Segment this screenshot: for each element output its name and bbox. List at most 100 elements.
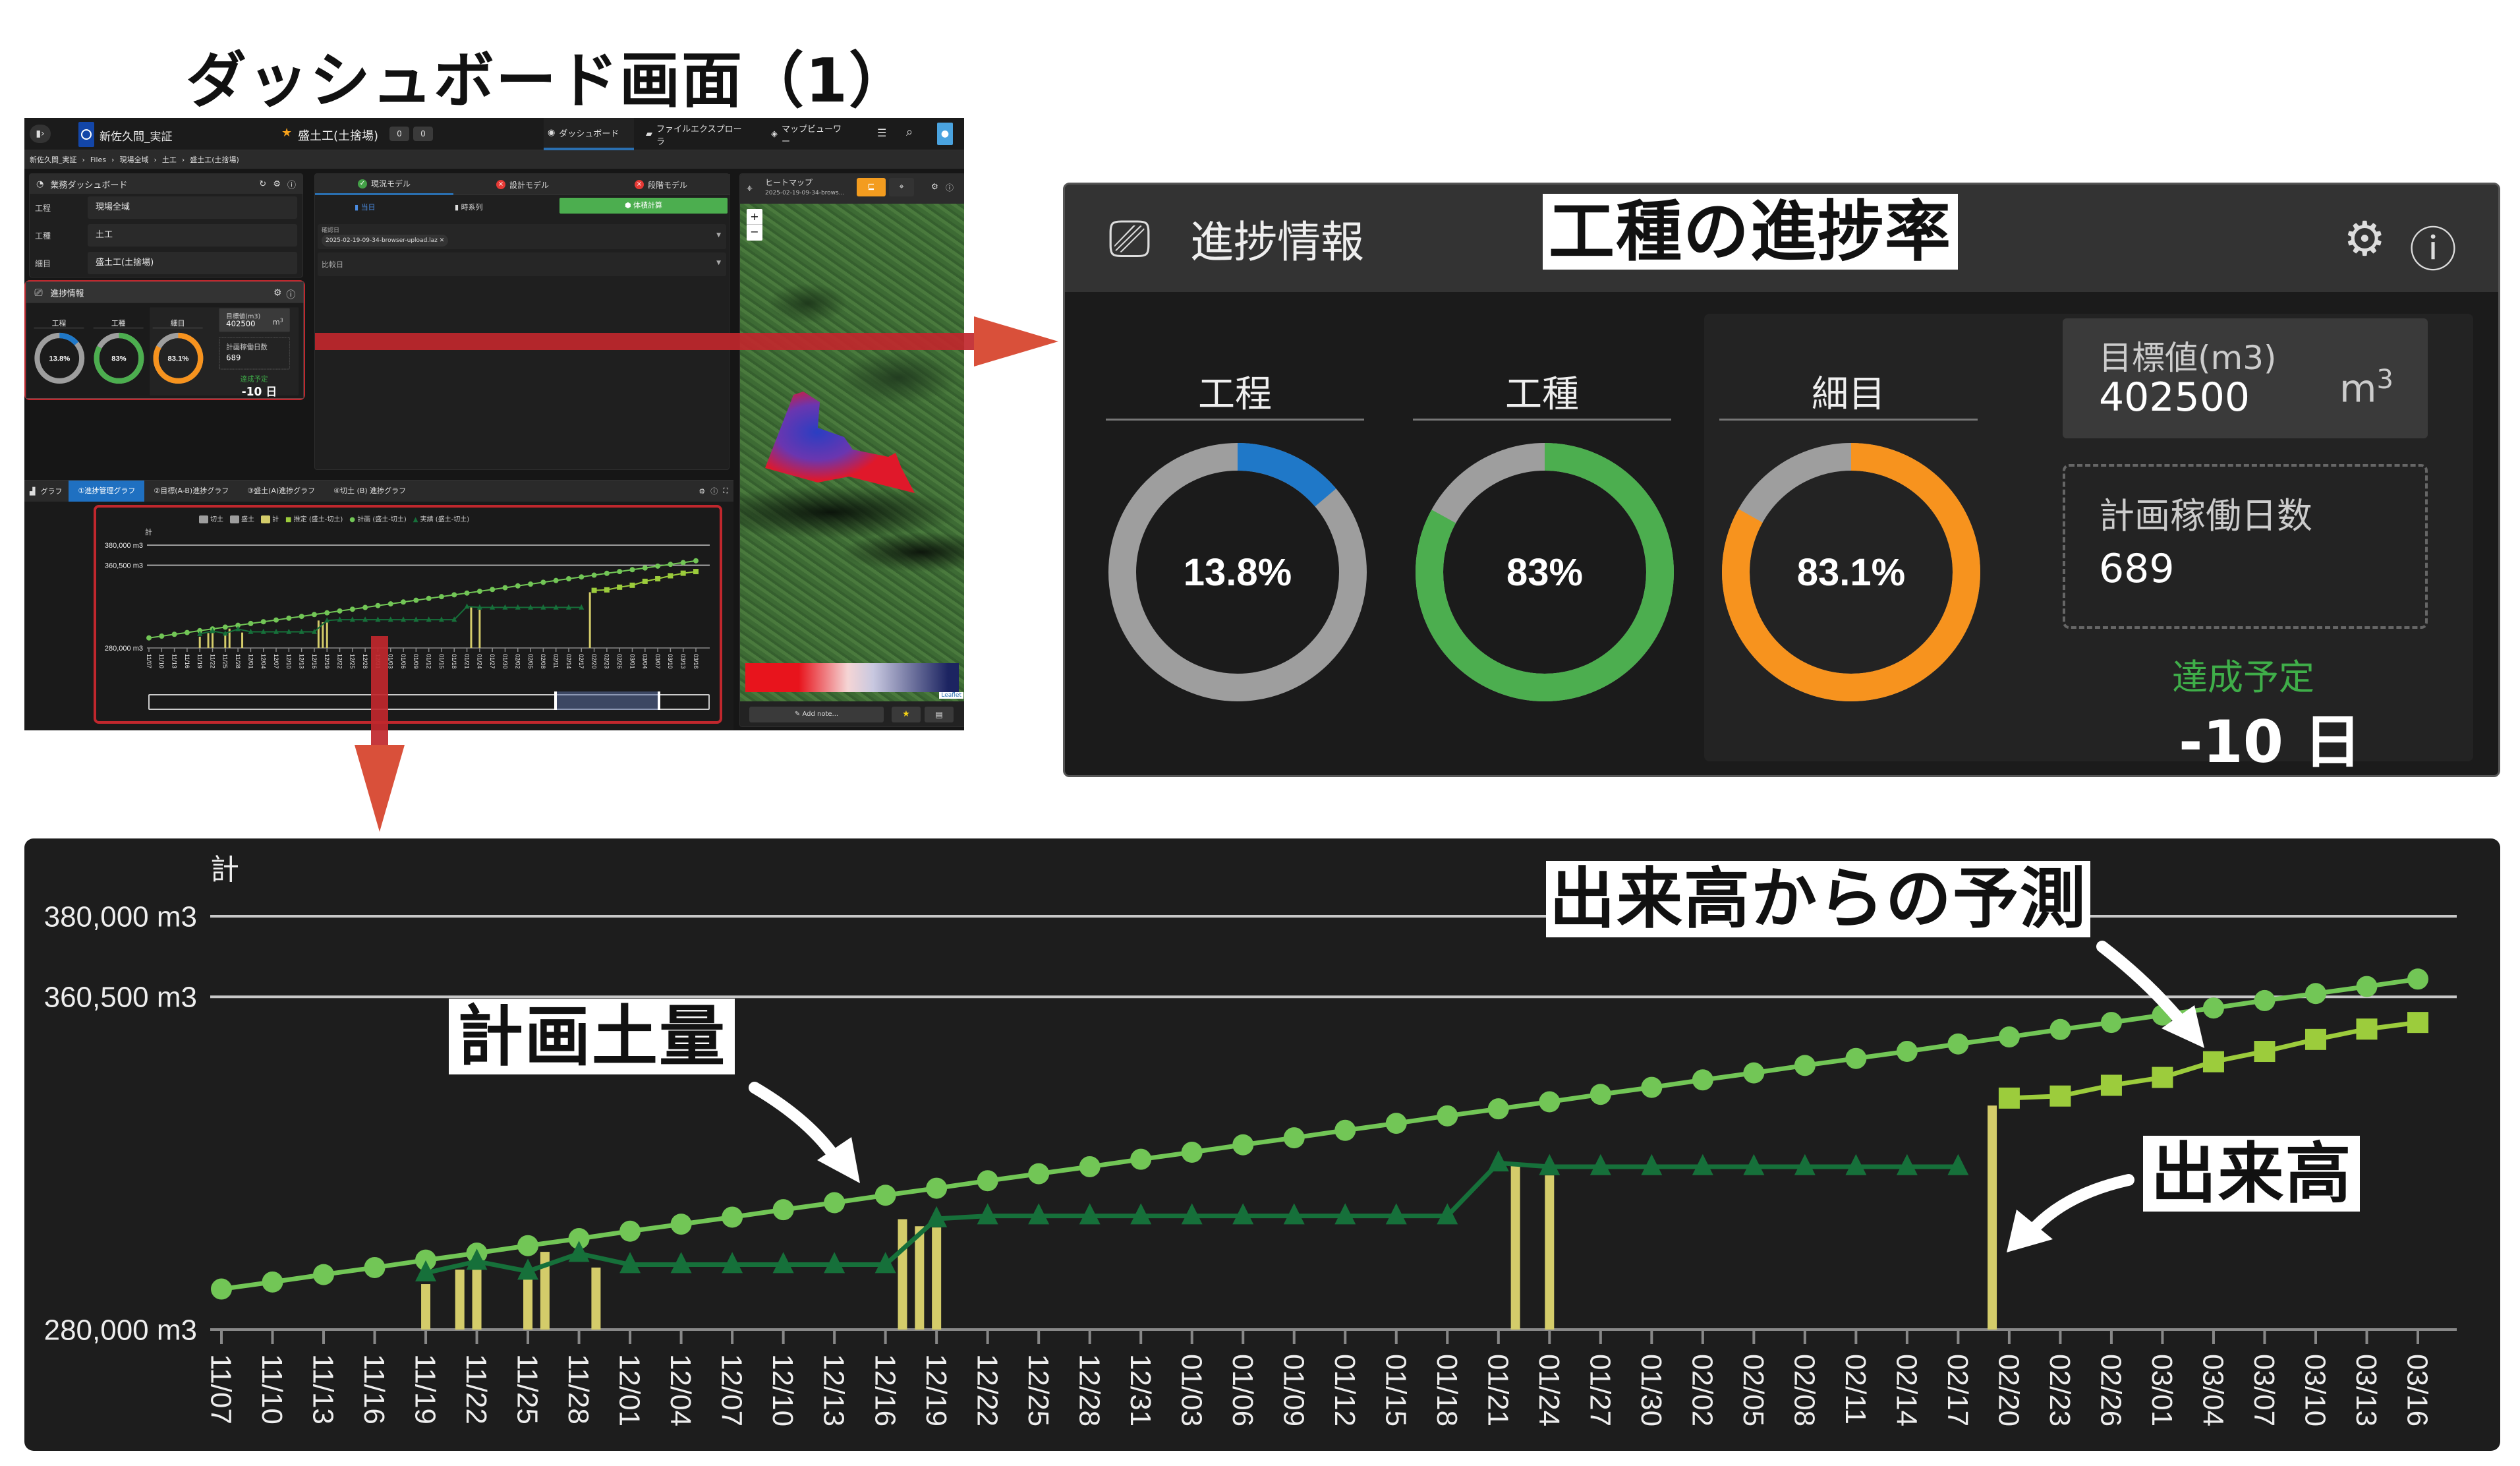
actual-point bbox=[1794, 1154, 1816, 1175]
range-slider-window[interactable] bbox=[554, 691, 660, 710]
gear-icon[interactable]: ⚙ bbox=[931, 182, 938, 191]
legend-item[interactable]: 盛土 bbox=[230, 513, 254, 523]
x-tick-label: 02/23 bbox=[2044, 1354, 2076, 1426]
info-icon[interactable]: ⓘ bbox=[710, 487, 718, 496]
donut-label: 細目 bbox=[152, 317, 203, 329]
zoom-in-button[interactable]: + bbox=[747, 209, 762, 225]
legend-item[interactable]: 計 bbox=[261, 513, 279, 523]
breadcrumb-item[interactable]: 土工 bbox=[161, 156, 177, 164]
layout-icon[interactable]: ☰ bbox=[877, 127, 887, 139]
tab-map-viewer[interactable]: ◈ マップビューワー bbox=[767, 118, 846, 150]
info-icon[interactable]: ⓘ bbox=[2409, 222, 2457, 278]
chevron-down-icon[interactable]: ▼ bbox=[716, 260, 721, 266]
info-icon[interactable]: ⓘ bbox=[946, 183, 954, 192]
donut-chart: 83.1% bbox=[1722, 443, 1980, 701]
breadcrumb-item[interactable]: 新佐久間_実証 bbox=[30, 156, 77, 164]
search-icon[interactable]: ⌕ bbox=[906, 125, 913, 139]
donut-label: 工程 bbox=[34, 317, 84, 329]
tab-target-graph[interactable]: ②目標(A-B)進捗グラフ bbox=[154, 486, 229, 495]
bar-total bbox=[915, 1226, 925, 1330]
chevron-right-icon: › bbox=[111, 155, 115, 164]
star-icon[interactable]: ★ bbox=[281, 126, 293, 140]
map-pin-icon: ⌖ bbox=[747, 182, 753, 194]
tab-stage-model[interactable]: × 段階モデル bbox=[592, 174, 730, 195]
unit-sup: 3 bbox=[2376, 365, 2393, 395]
fullscreen-icon[interactable]: ⛶ bbox=[723, 486, 728, 495]
progress-chart: 280,000 m3 360,500 m3 380,000 m3 計 11/07 11/1… bbox=[44, 854, 2457, 1426]
gear-icon[interactable]: ⚙ bbox=[273, 287, 282, 299]
callout-planned-volume: 計画土量 bbox=[449, 999, 735, 1074]
x-tick-label: 02/05 bbox=[1737, 1354, 1769, 1426]
link-count-badge[interactable]: 0 bbox=[413, 127, 433, 141]
refresh-icon[interactable]: ↻ bbox=[259, 179, 267, 189]
x-tick-label: 03/01 bbox=[2146, 1354, 2178, 1426]
work-type-select[interactable]: 土工 bbox=[88, 224, 297, 247]
breadcrumb-item[interactable]: Files bbox=[90, 155, 107, 164]
zoom-out-button[interactable]: − bbox=[750, 225, 759, 238]
legend-item[interactable]: ■ 推定 (盛土-切土) bbox=[285, 513, 343, 523]
timeseries-button[interactable]: ▮ 時系列 bbox=[455, 202, 483, 212]
legend-label: 切土 bbox=[210, 516, 223, 523]
satellite-map[interactable]: + − Leaflet bbox=[740, 204, 964, 701]
info-icon[interactable]: ⓘ bbox=[287, 180, 296, 191]
model-count-badge[interactable]: 0 bbox=[389, 127, 409, 141]
x-tick-label: 01/30 bbox=[1635, 1354, 1667, 1426]
tab-file-explorer[interactable]: ▰ ファイルエクスプローラ bbox=[642, 118, 751, 150]
forecast-point bbox=[1998, 1087, 2020, 1109]
legend-item[interactable]: 切土 bbox=[199, 513, 223, 523]
plan-point bbox=[1589, 1084, 1611, 1105]
legend-item[interactable]: ● 計画 (盛土-切土) bbox=[349, 513, 407, 523]
bar-total bbox=[1988, 1105, 1997, 1330]
x-tick-label: 01/06 bbox=[1226, 1354, 1259, 1426]
chart-toggle-button[interactable]: ⊑ bbox=[857, 178, 886, 196]
tab-dashboard[interactable]: ◉ ダッシュボード bbox=[544, 118, 634, 150]
tab-fill-graph[interactable]: ③盛土(A)進捗グラフ bbox=[247, 486, 316, 495]
today-button[interactable]: ▮ 当日 bbox=[355, 202, 376, 212]
gear-icon[interactable]: ⚙ bbox=[699, 486, 706, 496]
gear-icon[interactable]: ⚙ bbox=[273, 179, 281, 189]
volume-calc-button[interactable]: ⬢ 体積計算 bbox=[559, 198, 728, 214]
tab-design-model[interactable]: × 設計モデル bbox=[453, 174, 592, 195]
legend-item[interactable]: ▲ 実績 (盛土-切土) bbox=[413, 513, 469, 523]
x-tick-label: 03/13 bbox=[2350, 1354, 2382, 1426]
connector-arrow-head-right bbox=[974, 316, 1058, 366]
breadcrumb-item[interactable]: 盛土工(土捨場) bbox=[190, 156, 239, 164]
row-label: 工程 bbox=[35, 203, 51, 213]
x-tick-label: 12/22 bbox=[971, 1354, 1003, 1426]
range-slider[interactable] bbox=[148, 691, 710, 710]
report-icon[interactable]: ▤ bbox=[925, 707, 954, 722]
folder-icon: ▰ bbox=[646, 129, 652, 139]
info-icon[interactable]: ⓘ bbox=[286, 289, 296, 301]
donut-percent: 83% bbox=[1506, 551, 1583, 594]
breadcrumb-item[interactable]: 現場全域 bbox=[119, 156, 149, 164]
project-logo-icon bbox=[78, 122, 94, 147]
confirm-date-field[interactable]: 確認日 2025-02-19-09-34-browser-upload.laz … bbox=[318, 224, 726, 249]
progress-panel: ⎚ 進捗情報 ⚙ ⓘ 工程 13.8% 工種 83% 細目 83.1% 目標値(m3)… bbox=[26, 281, 304, 399]
donut-chart: 13.8% bbox=[1108, 443, 1367, 701]
file-chip[interactable]: 2025-02-19-09-34-browser-upload.laz ✕ bbox=[322, 235, 449, 247]
x-tick-label: 03/16 bbox=[2401, 1354, 2434, 1426]
sidebar-toggle-icon[interactable]: ▮› bbox=[30, 125, 51, 143]
map-toggle-button[interactable]: ⌖ bbox=[889, 178, 914, 196]
plan-point bbox=[2202, 997, 2224, 1019]
compare-date-field[interactable]: 比較日 ▼ bbox=[318, 252, 726, 276]
gear-icon[interactable]: ⚙ bbox=[2343, 211, 2386, 266]
panel-title: ヒートマップ bbox=[765, 178, 813, 187]
process-select[interactable]: 現場全域 bbox=[88, 196, 297, 219]
project-name[interactable]: 新佐久間_実証 bbox=[100, 131, 173, 144]
forecast-point bbox=[2049, 1085, 2071, 1107]
dashboard-icon: ◉ bbox=[548, 128, 556, 138]
calendar-icon: ▮ bbox=[355, 203, 361, 212]
map-attribution[interactable]: Leaflet bbox=[939, 692, 963, 699]
add-note-button[interactable]: ✎ Add note... bbox=[749, 707, 884, 722]
detail-select[interactable]: 盛土工(土捨場) bbox=[88, 252, 297, 274]
target-value: 402500 bbox=[226, 319, 256, 329]
unit-label: m3 bbox=[2339, 365, 2393, 411]
star-button[interactable]: ★ bbox=[892, 707, 921, 722]
tab-cut-graph[interactable]: ④切土 (B) 進捗グラフ bbox=[333, 486, 407, 495]
close-icon[interactable]: ✕ bbox=[439, 237, 445, 244]
tab-progress-graph[interactable]: ①進捗管理グラフ bbox=[69, 481, 145, 502]
user-avatar[interactable]: ● bbox=[937, 123, 953, 145]
chevron-down-icon[interactable]: ▼ bbox=[716, 232, 721, 239]
tab-current-model[interactable]: ✓ 現況モデル bbox=[315, 174, 453, 195]
